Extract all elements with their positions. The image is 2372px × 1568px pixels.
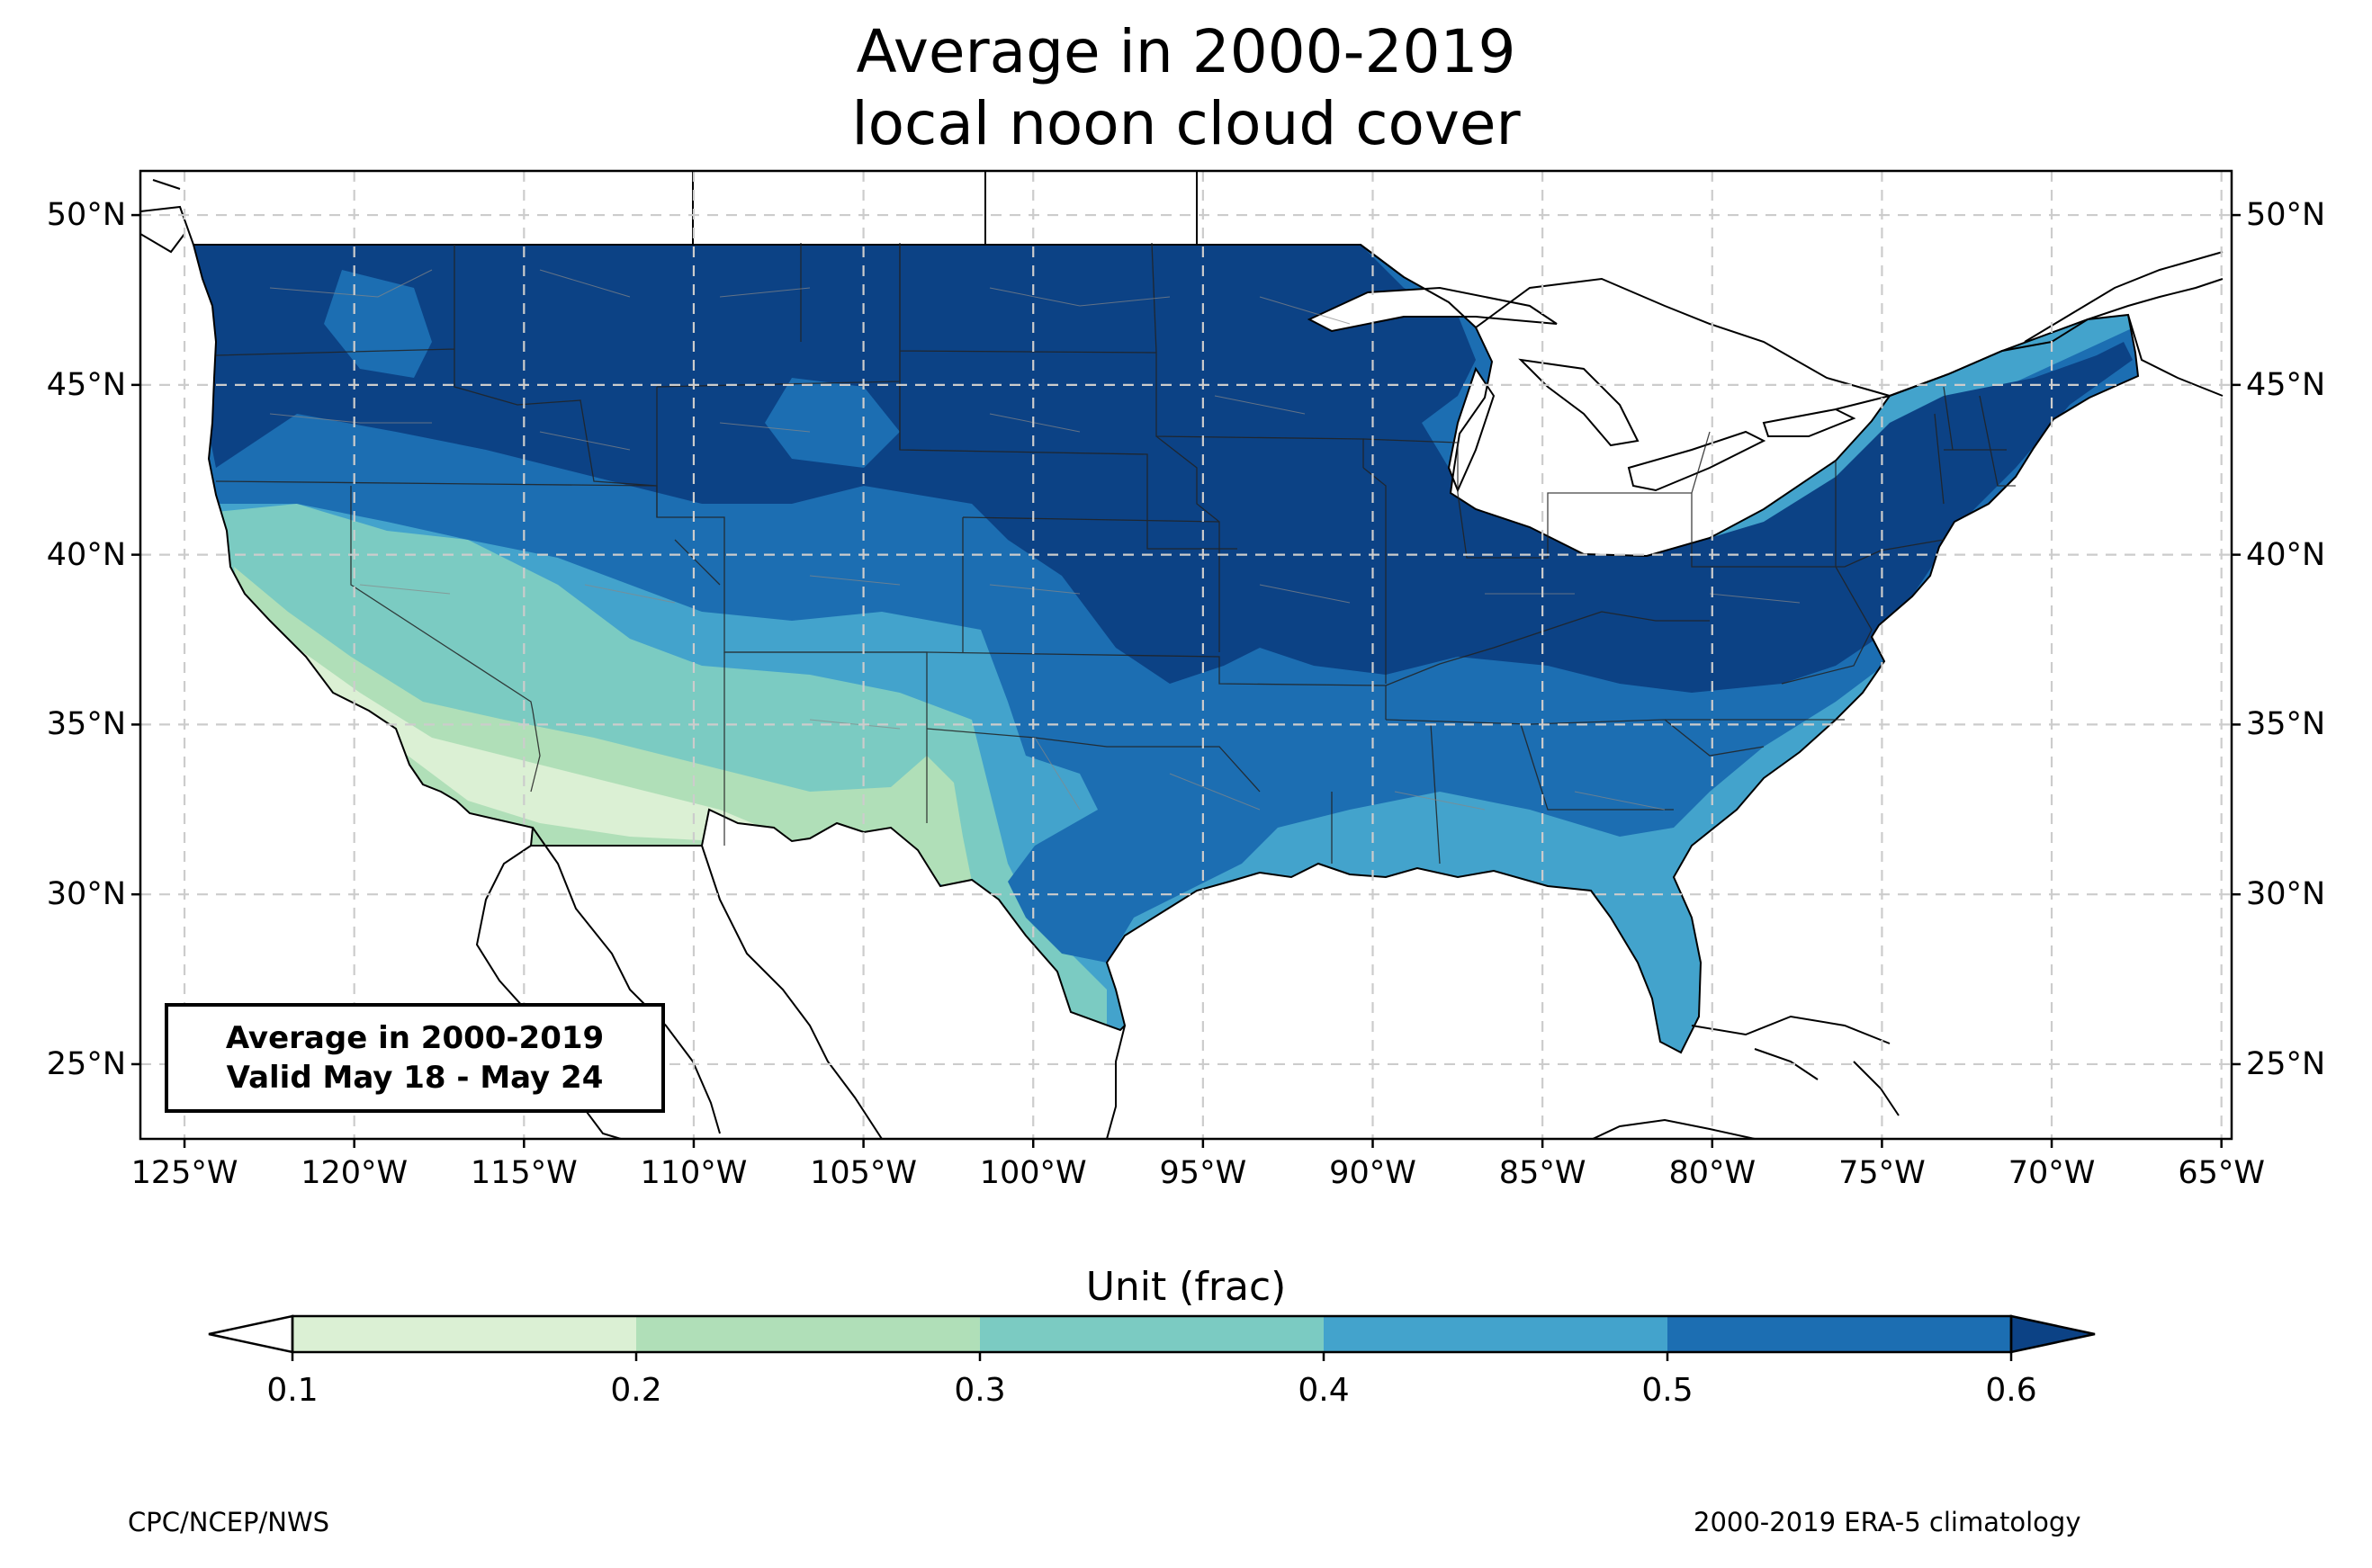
graticule [140,171,2232,1139]
colorbar-segment [636,1316,981,1352]
lat-label-right: 35°N [2246,706,2326,743]
lat-label-right: 25°N [2246,1045,2326,1082]
lon-label: 80°W [1668,1155,1757,1191]
lat-label-left: 35°N [46,706,126,743]
colorbar-extend-high [2009,1314,2096,1354]
lon-label: 95°W [1159,1155,1247,1191]
lon-label: 125°W [130,1155,238,1191]
title-line-1: Average in 2000-2019 [856,17,1516,86]
lat-label-left: 50°N [46,197,126,234]
lon-label: 115°W [470,1155,578,1191]
lon-label: 120°W [301,1155,409,1191]
lon-label: 65°W [2178,1155,2265,1191]
map-frame-border [139,169,2233,1141]
colorbar-tick-label: 0.1 [266,1372,319,1409]
lat-label-right: 45°N [2246,366,2326,403]
lon-label: 90°W [1329,1155,1416,1191]
colorbar-tick-label: 0.2 [610,1372,662,1409]
lat-label-right: 40°N [2246,536,2326,573]
band-0-5-0-6-pocket-2 [765,378,900,468]
lat-label-left: 40°N [46,536,126,573]
colorbar [208,1314,2096,1361]
footer-right: 2000-2019 ERA-5 climatology [1694,1507,2081,1537]
lon-label: 110°W [640,1155,748,1191]
lon-label: 105°W [810,1155,918,1191]
tick-marks [131,213,2241,1148]
lat-label-left: 25°N [46,1045,126,1082]
colorbar-tick-label: 0.3 [954,1372,1006,1409]
colorbar-title: Unit (frac) [1085,1264,1287,1310]
lon-label: 75°W [1838,1155,1926,1191]
lat-label-right: 30°N [2246,876,2326,913]
colorbar-extend-low [208,1314,294,1354]
colorbar-segment [980,1316,1325,1352]
band-gt-0-6 [193,245,2133,693]
minor-boundaries [269,269,1801,811]
state-borders [215,242,2016,865]
inset-line-2: Valid May 18 - May 24 [226,1060,604,1096]
lon-label: 100°W [979,1155,1087,1191]
lat-label-left: 45°N [46,366,126,403]
colorbar-segment [1324,1316,1668,1352]
lon-label: 70°W [2008,1155,2096,1191]
colorbar-tick-label: 0.5 [1641,1372,1694,1409]
lat-label-right: 50°N [2246,197,2326,234]
colorbar-tick-label: 0.4 [1298,1372,1350,1409]
footer-left: CPC/NCEP/NWS [128,1507,330,1537]
title-line-2: local noon cloud cover [851,89,1521,158]
colorbar-segment [292,1316,637,1352]
validity-inset: Average in 2000-2019 Valid May 18 - May … [165,1003,665,1113]
colorbar-segment [1667,1316,2012,1352]
lon-label: 85°W [1498,1155,1586,1191]
lat-label-left: 30°N [46,876,126,913]
band-0-2-0-3 [234,567,972,891]
colorbar-tick-label: 0.6 [1985,1372,2037,1409]
inset-line-1: Average in 2000-2019 [225,1020,605,1056]
colorbar-border [291,1314,2013,1354]
